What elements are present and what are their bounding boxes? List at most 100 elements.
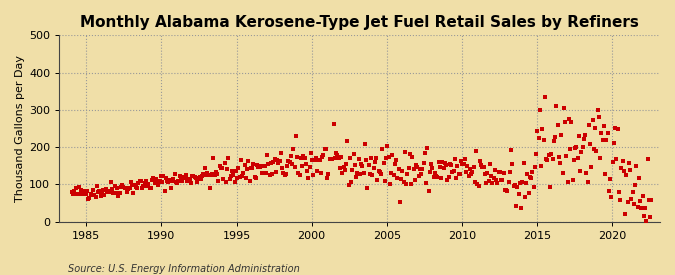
Point: [443, 175, 454, 180]
Point: [581, 171, 592, 175]
Point: [388, 173, 399, 178]
Point: [501, 188, 512, 192]
Point: [585, 142, 595, 146]
Point: [627, 189, 638, 194]
Point: [360, 158, 371, 162]
Point: [617, 158, 628, 163]
Point: [543, 153, 554, 157]
Point: [190, 175, 201, 180]
Point: [247, 166, 258, 170]
Point: [313, 157, 324, 162]
Point: [462, 163, 472, 168]
Point: [597, 138, 608, 142]
Point: [331, 150, 342, 155]
Point: [128, 190, 138, 195]
Point: [608, 160, 618, 164]
Point: [524, 174, 535, 179]
Point: [527, 170, 538, 175]
Point: [114, 191, 125, 195]
Point: [408, 167, 419, 171]
Point: [168, 177, 179, 181]
Point: [344, 156, 355, 160]
Point: [122, 190, 132, 195]
Point: [511, 204, 522, 208]
Point: [159, 189, 170, 193]
Point: [561, 154, 572, 158]
Point: [353, 157, 364, 161]
Point: [230, 180, 240, 184]
Point: [401, 182, 412, 186]
Point: [123, 187, 134, 192]
Point: [287, 162, 298, 167]
Point: [562, 180, 573, 184]
Point: [117, 183, 128, 187]
Point: [523, 191, 534, 195]
Point: [350, 163, 360, 167]
Point: [68, 192, 78, 196]
Point: [427, 165, 438, 170]
Point: [274, 158, 285, 163]
Point: [250, 176, 261, 180]
Point: [457, 161, 468, 166]
Point: [387, 153, 398, 157]
Point: [154, 178, 165, 183]
Point: [512, 185, 523, 189]
Point: [382, 143, 393, 148]
Point: [268, 159, 279, 164]
Point: [145, 186, 156, 190]
Text: Source: U.S. Energy Information Administration: Source: U.S. Energy Information Administ…: [68, 264, 299, 274]
Point: [350, 175, 361, 179]
Point: [88, 188, 99, 192]
Point: [564, 147, 575, 152]
Point: [599, 172, 610, 176]
Point: [487, 181, 498, 185]
Point: [603, 189, 614, 193]
Point: [318, 153, 329, 157]
Point: [162, 178, 173, 183]
Point: [425, 170, 435, 174]
Point: [402, 171, 412, 176]
Point: [513, 192, 524, 197]
Point: [149, 181, 160, 185]
Point: [244, 178, 255, 183]
Point: [113, 193, 124, 198]
Point: [488, 175, 499, 180]
Point: [396, 177, 406, 182]
Point: [103, 189, 113, 193]
Point: [192, 180, 202, 184]
Point: [593, 115, 604, 119]
Point: [624, 168, 635, 173]
Point: [467, 170, 478, 174]
Point: [518, 160, 529, 165]
Point: [299, 156, 310, 160]
Point: [307, 158, 318, 162]
Point: [475, 159, 485, 164]
Point: [549, 135, 560, 139]
Point: [258, 164, 269, 169]
Point: [477, 165, 488, 169]
Point: [393, 167, 404, 171]
Point: [203, 173, 214, 178]
Point: [312, 168, 323, 173]
Point: [481, 181, 491, 185]
Point: [187, 174, 198, 178]
Point: [615, 198, 626, 203]
Point: [315, 158, 325, 163]
Point: [337, 171, 348, 175]
Point: [376, 172, 387, 176]
Point: [290, 165, 300, 169]
Point: [348, 152, 359, 156]
Point: [333, 156, 344, 160]
Point: [170, 179, 181, 184]
Point: [412, 165, 423, 170]
Point: [533, 136, 544, 140]
Point: [211, 170, 221, 174]
Point: [470, 180, 481, 184]
Point: [85, 192, 96, 196]
Point: [310, 155, 321, 160]
Point: [283, 159, 294, 164]
Point: [364, 171, 375, 176]
Point: [571, 145, 582, 150]
Point: [108, 191, 119, 195]
Point: [164, 178, 175, 183]
